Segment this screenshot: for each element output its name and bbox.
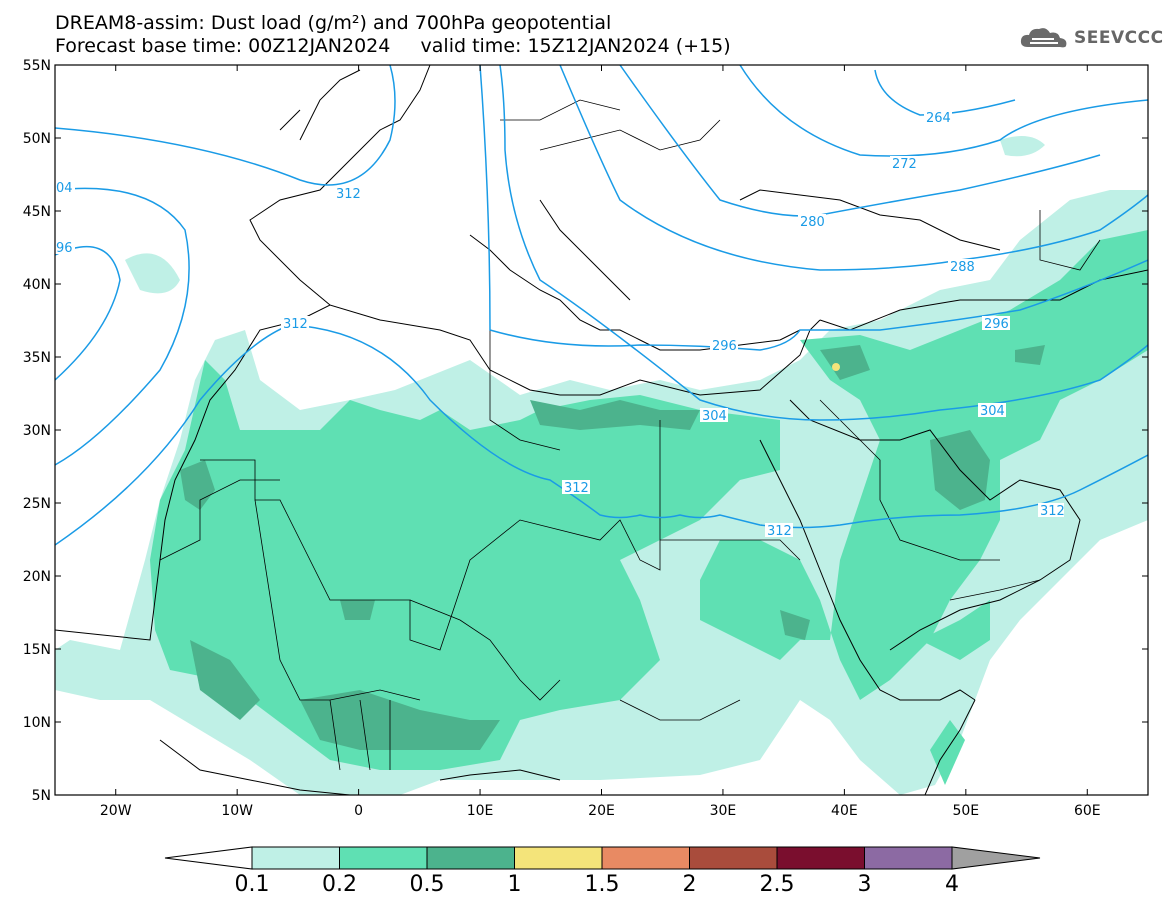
country-borders (159, 99, 1101, 771)
colorbar-segment (426, 846, 515, 870)
contour-labels: 04 96 312 312 312 312 296 304 304 264 27… (55, 110, 1065, 539)
colorbar-left-arrow (164, 846, 253, 870)
colorbar-label: 3 (858, 872, 872, 897)
contour-label-304-west: 04 (56, 181, 73, 196)
map-title: DREAM8-assim: Dust load (g/m²) and 700hP… (55, 12, 612, 34)
lon-tick-label: 40E (831, 803, 858, 819)
colorbar-segment (339, 846, 428, 870)
contour-label-296-east: 296 (984, 317, 1009, 332)
map-subtitle: Forecast base time: 00Z12JAN2024 valid t… (55, 35, 731, 57)
contour-label-304-egypt: 304 (702, 409, 727, 424)
colorbar-segment (514, 846, 603, 870)
contour-label-312-morocco: 312 (283, 317, 308, 332)
lon-tick-label: 60E (1074, 803, 1101, 819)
lon-tick-label: 50E (952, 803, 979, 819)
lat-tick-label: 40N (23, 277, 51, 293)
latitude-axis: 55N 50N 45N 40N 35N 30N 25N 20N 15N 10N 5N (23, 58, 1148, 804)
seevccc-logo: SEEVCCC (1018, 25, 1164, 51)
lon-tick-label: 0 (354, 803, 363, 819)
contour-label-312-sudan: 312 (767, 524, 792, 539)
colorbar-segment (689, 846, 778, 870)
lon-tick-label: 10E (467, 803, 494, 819)
lat-tick-label: 50N (23, 131, 51, 147)
colorbar-label: 4 (945, 872, 959, 897)
dust-layer-dark (180, 345, 1045, 750)
contour-label-296-med: 296 (712, 339, 737, 354)
contour-label-288: 288 (950, 260, 975, 275)
contour-label-264: 264 (926, 111, 951, 126)
logo-text: SEEVCCC (1074, 28, 1164, 48)
lon-tick-label: 20E (588, 803, 615, 819)
colorbar-right-arrow (951, 846, 1041, 870)
colorbar-label: 1 (508, 872, 522, 897)
colorbar-label: 0.5 (410, 872, 445, 897)
colorbar-label: 2 (683, 872, 697, 897)
contour-label-272: 272 (892, 157, 917, 172)
colorbar-label: 0.2 (322, 872, 357, 897)
contour-label-312-sahara: 312 (564, 481, 589, 496)
contour-label-280: 280 (800, 215, 825, 230)
lat-tick-label: 5N (32, 788, 51, 804)
lat-tick-label: 25N (23, 496, 51, 512)
colorbar-segment (864, 846, 953, 870)
lat-tick-label: 15N (23, 642, 51, 658)
colorbar-segment (601, 846, 690, 870)
lon-tick-label: 30E (710, 803, 737, 819)
colorbar-segment (776, 846, 865, 870)
dust-peak-spot (832, 363, 840, 371)
contour-label-296-west: 96 (56, 241, 73, 256)
cloud-icon (1020, 28, 1067, 48)
colorbar-label: 1.5 (585, 872, 620, 897)
contour-label-312-france: 312 (336, 187, 361, 202)
lon-tick-label: 10W (221, 803, 253, 819)
lat-tick-label: 45N (23, 204, 51, 220)
lat-tick-label: 35N (23, 350, 51, 366)
colorbar-legend: 0.1 0.2 0.5 1 1.5 2 2.5 3 4 (164, 846, 1041, 897)
geopotential-contours (55, 65, 1148, 546)
lat-tick-label: 10N (23, 715, 51, 731)
colorbar-segment (251, 846, 340, 870)
lat-tick-label: 30N (23, 423, 51, 439)
lon-tick-label: 20W (100, 803, 132, 819)
contour-label-312-oman: 312 (1040, 504, 1065, 519)
lat-tick-label: 55N (23, 58, 51, 74)
longitude-axis: 20W 10W 0 10E 20E 30E 40E 50E 60E (100, 65, 1101, 819)
colorbar-label: 0.1 (235, 872, 270, 897)
contour-label-304-iran: 304 (980, 404, 1005, 419)
lat-tick-label: 20N (23, 569, 51, 585)
colorbar-label: 2.5 (760, 872, 795, 897)
